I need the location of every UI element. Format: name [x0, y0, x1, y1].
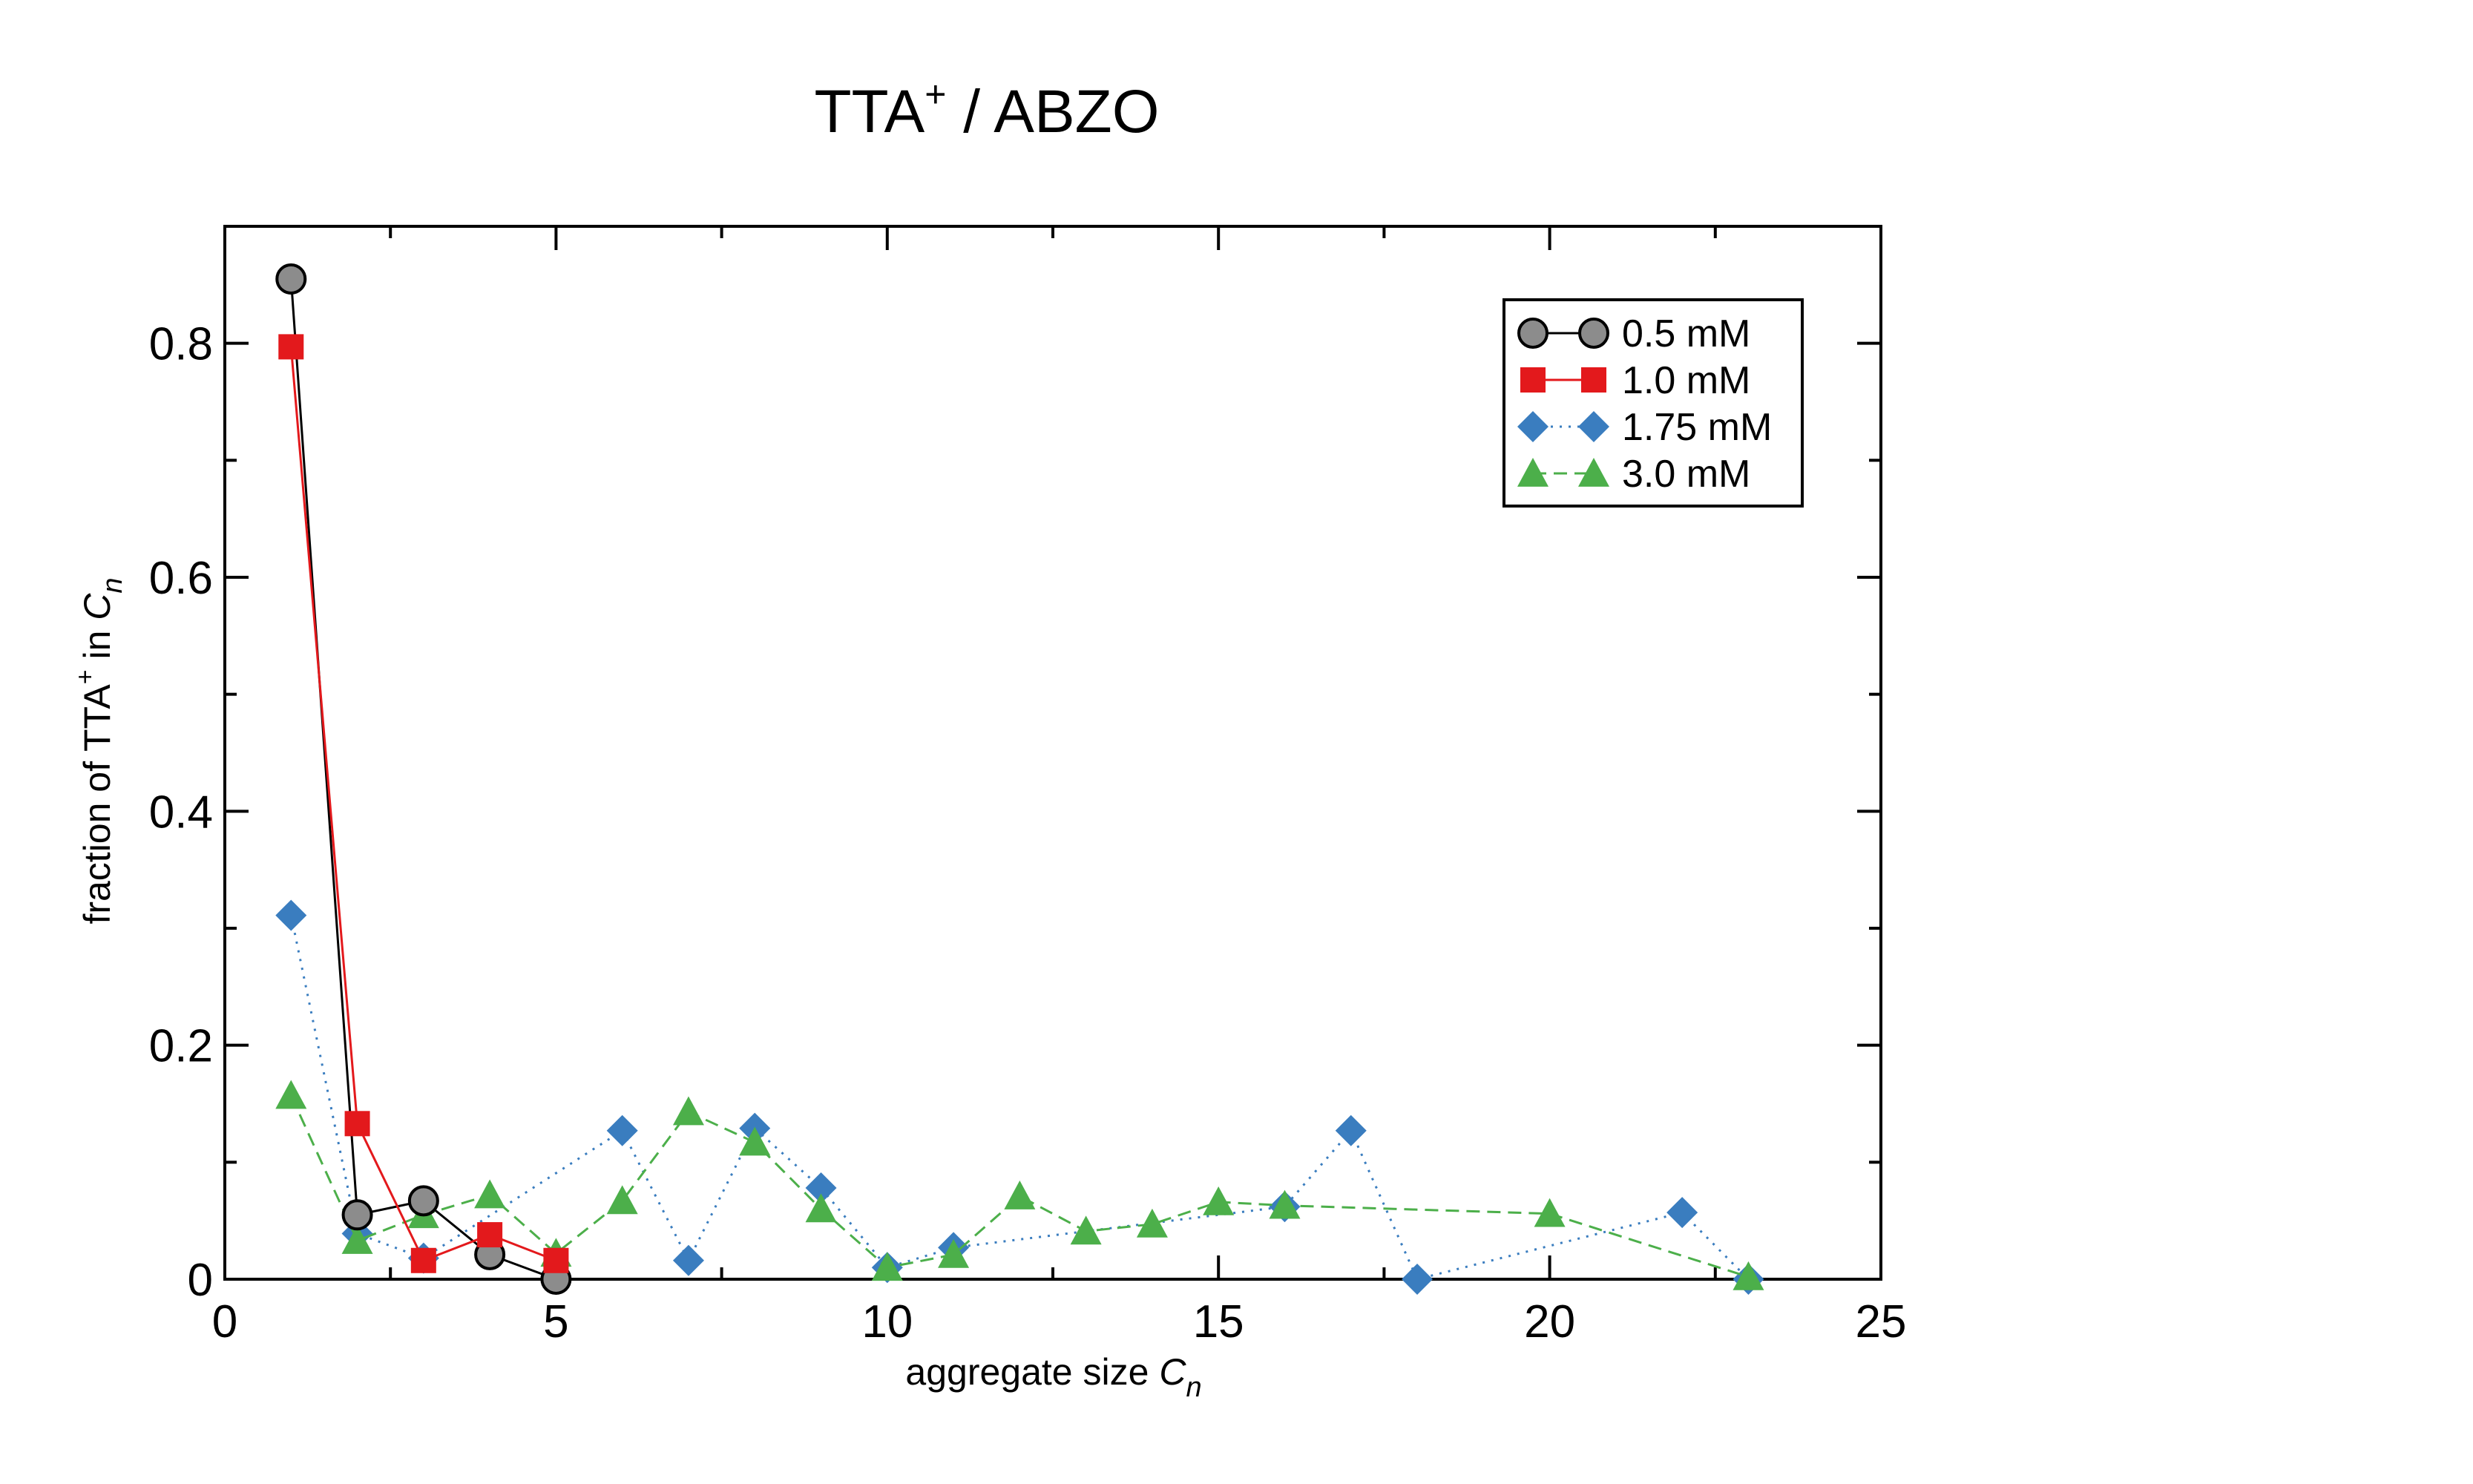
legend-marker-left-0: [1517, 318, 1549, 349]
data-point-3-10: [938, 1238, 970, 1268]
legend-marker-right-3: [1578, 458, 1609, 487]
x-tick-label-1: 5: [543, 1296, 568, 1347]
data-point-3-6: [672, 1096, 704, 1126]
legend-item-1: 1.0 mM: [1520, 359, 1750, 402]
data-point-3-12: [1070, 1215, 1102, 1245]
data-point-1-4: [543, 1247, 569, 1273]
y-axis-label-sub: n: [97, 577, 128, 593]
data-point-2-4: [672, 1244, 704, 1276]
y-axis-label: fraction of TTA+ in Cn: [71, 577, 128, 924]
data-point-3-3: [474, 1179, 506, 1209]
axis-ticks: [223, 225, 1882, 1281]
legend-item-3: 3.0 mM: [1517, 453, 1750, 496]
series-3: [275, 1080, 1764, 1290]
data-point-1-3: [477, 1222, 503, 1248]
data-point-3-11: [1004, 1181, 1036, 1209]
data-point-3-14: [1203, 1186, 1235, 1215]
legend-marker-left-2: [1517, 411, 1549, 442]
data-point-0-0: [275, 263, 307, 295]
y-axis-label-var: C: [76, 593, 118, 620]
data-point-3-7: [739, 1126, 771, 1156]
data-point-1-2: [410, 1247, 436, 1273]
data-point-3-15: [1269, 1189, 1301, 1219]
data-point-0-1: [341, 1199, 373, 1231]
x-tick-label-0: 0: [212, 1296, 237, 1347]
series-line-1: [289, 347, 556, 1262]
y-tick-label-4: 0.8: [149, 319, 213, 370]
y-axis-label-sup: +: [71, 669, 99, 684]
y-tick-label-3: 0.6: [149, 553, 213, 604]
y-axis-label-mid: in: [76, 620, 118, 670]
data-point-2-0: [275, 899, 307, 931]
y-tick-label-2: 0.4: [149, 787, 213, 838]
title-suffix: / ABZO: [946, 78, 1159, 145]
y-tick-label-0: 0: [188, 1255, 213, 1306]
data-point-3-1: [341, 1224, 373, 1254]
legend-marker-left-3: [1517, 458, 1549, 487]
legend-label-2: 1.75 mM: [1622, 406, 1772, 449]
legend-marker-right-2: [1578, 411, 1609, 442]
legend-item-2: 1.75 mM: [1517, 406, 1772, 449]
x-axis-label-var: C: [1159, 1351, 1186, 1393]
data-point-3-8: [805, 1193, 837, 1223]
legend-marker-left-1: [1520, 367, 1546, 393]
data-point-2-11: [1402, 1264, 1433, 1295]
data-point-3-9: [871, 1252, 903, 1281]
data-point-1-0: [278, 334, 304, 360]
x-axis-label-text: aggregate size: [905, 1351, 1159, 1393]
legend-marker-right-0: [1578, 318, 1609, 349]
x-tick-label-5: 25: [1856, 1296, 1907, 1347]
chart-title: TTA+ / ABZO: [814, 73, 1159, 145]
series-0: [275, 263, 572, 1295]
data-point-2-10: [1335, 1114, 1367, 1146]
legend-item-0: 0.5 mM: [1517, 312, 1750, 355]
series-1: [278, 334, 569, 1273]
x-axis-label-sub: n: [1186, 1372, 1201, 1403]
y-tick-label-1: 0.2: [149, 1021, 213, 1072]
y-tick-labels: 0 0.2 0.4 0.6 0.8: [149, 319, 213, 1306]
data-point-0-2: [407, 1185, 439, 1217]
title-superscript: +: [924, 73, 946, 115]
series-layer: [275, 263, 1764, 1295]
data-point-3-13: [1136, 1208, 1168, 1238]
series-line-2: [289, 915, 1750, 1281]
data-point-3-17: [1733, 1261, 1764, 1290]
data-point-1-1: [344, 1111, 370, 1137]
x-tick-labels: 0 5 10 15 20 25: [212, 1296, 1907, 1347]
data-point-3-5: [606, 1185, 638, 1215]
legend-label-3: 3.0 mM: [1622, 453, 1750, 496]
data-point-3-16: [1534, 1198, 1566, 1227]
legend: 0.5 mM1.0 mM1.75 mM3.0 mM: [1502, 298, 1804, 508]
series-line-3: [289, 1094, 1749, 1278]
data-point-3-0: [275, 1080, 307, 1109]
legend-marker-right-1: [1581, 367, 1606, 393]
data-point-2-6: [805, 1172, 837, 1204]
legend-label-0: 0.5 mM: [1622, 312, 1750, 355]
x-tick-label-4: 20: [1524, 1296, 1575, 1347]
x-axis-label: aggregate size Cn: [905, 1351, 1201, 1403]
title-main: TTA: [814, 78, 924, 145]
y-axis-label-text: fraction of TTA: [76, 684, 118, 925]
data-point-2-12: [1666, 1197, 1698, 1229]
series-line-0: [289, 278, 556, 1281]
x-tick-label-2: 10: [861, 1296, 913, 1347]
data-point-2-3: [606, 1114, 638, 1146]
x-tick-label-3: 15: [1193, 1296, 1244, 1347]
legend-label-1: 1.0 mM: [1622, 359, 1750, 402]
